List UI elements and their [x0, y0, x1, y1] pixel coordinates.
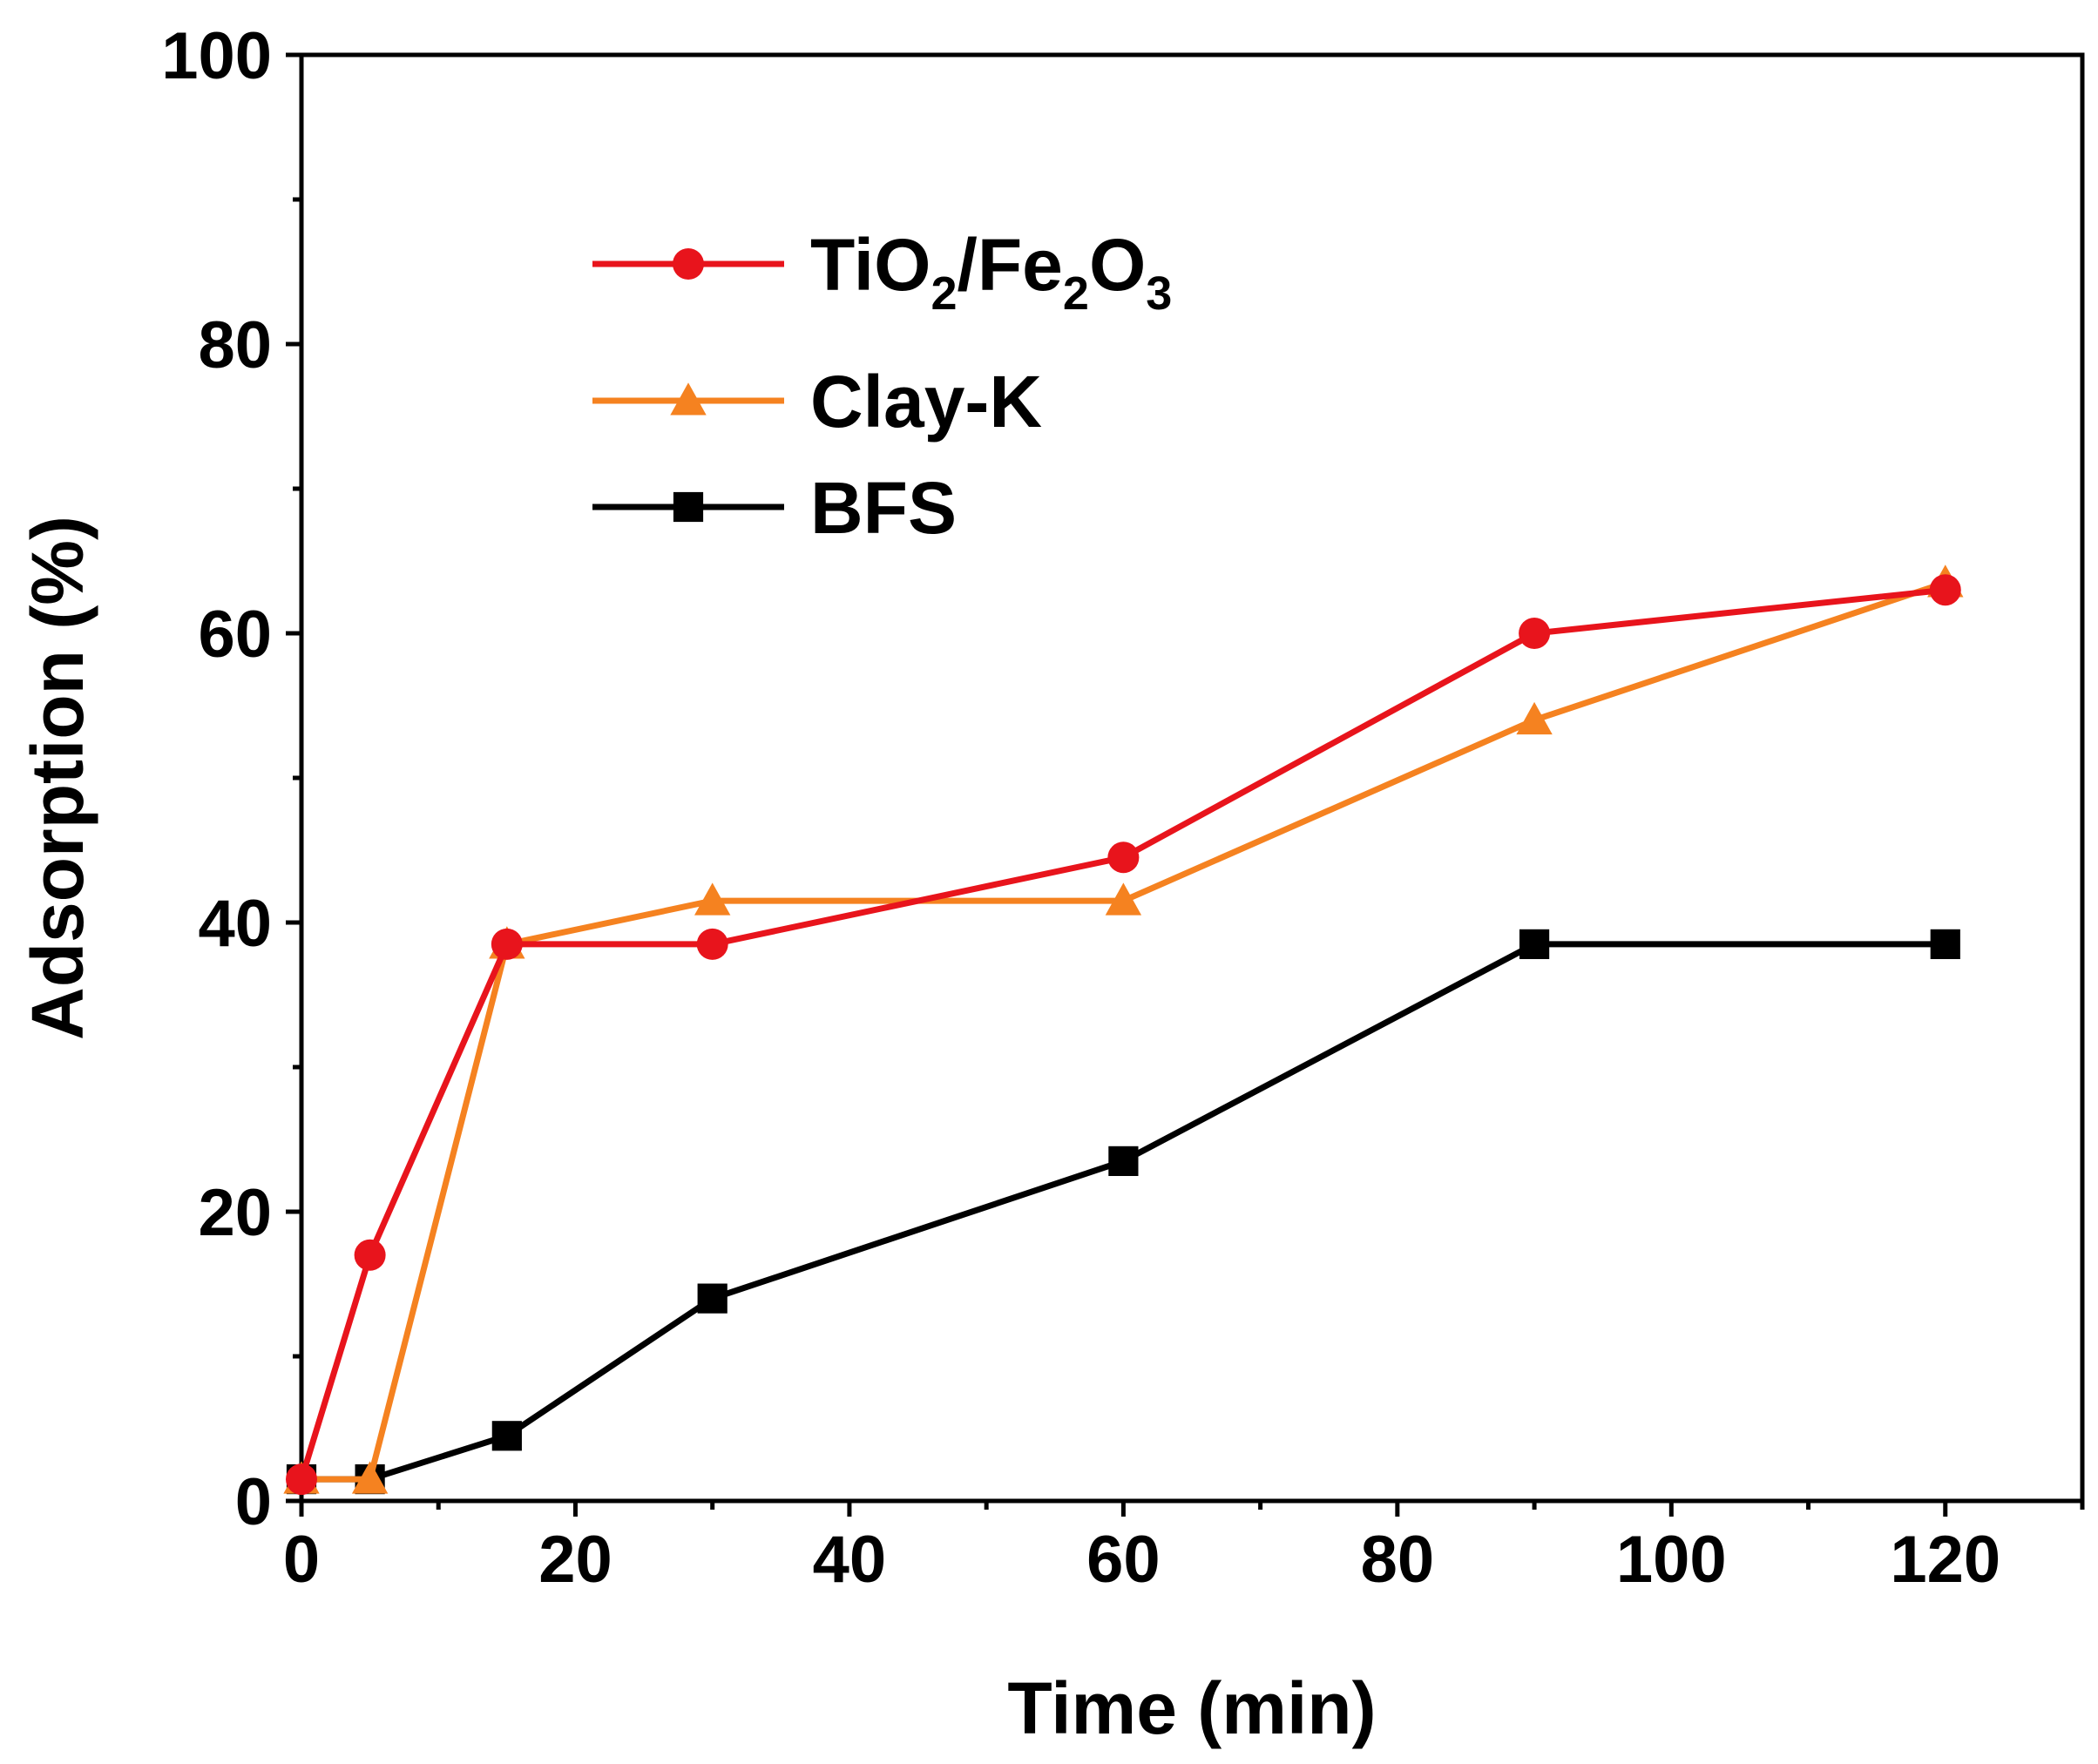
data-point-tio2-fe2o3	[354, 1239, 386, 1271]
x-tick-label: 60	[1086, 1523, 1161, 1597]
series-clay-k	[283, 564, 1964, 1494]
data-point-tio2-fe2o3	[1107, 841, 1140, 874]
x-tick-label: 120	[1890, 1523, 2000, 1597]
series-tio2-fe2o3	[286, 574, 1961, 1496]
legend-swatch-marker	[673, 491, 704, 523]
data-point-bfs	[1930, 929, 1960, 959]
legend-subscript: 2	[931, 267, 957, 320]
legend-text-part: TiO	[810, 224, 931, 306]
y-axis-title: Adsorption (%)	[17, 516, 98, 1040]
legend-swatch-marker	[670, 382, 707, 416]
axis-ticks: 0 20 40 60 80 100 120 0 20 40 60 80 100	[161, 19, 2085, 1597]
y-tick-label: 60	[198, 598, 272, 672]
y-tick-label: 100	[161, 19, 272, 93]
x-tick-label: 20	[538, 1523, 612, 1597]
data-point-clay-k	[694, 882, 731, 916]
x-tick-label: 40	[813, 1523, 887, 1597]
data-point-tio2-fe2o3	[696, 928, 728, 960]
data-point-bfs	[1519, 929, 1550, 959]
x-tick-label: 80	[1361, 1523, 1435, 1597]
legend-label: Clay-K	[810, 361, 1042, 443]
y-tick-label: 40	[198, 887, 272, 961]
data-point-clay-k	[1516, 701, 1553, 735]
data-point-bfs	[1108, 1146, 1139, 1176]
data-point-clay-k	[1105, 882, 1142, 916]
y-tick-label: 80	[198, 308, 272, 382]
y-tick-label: 0	[235, 1465, 272, 1539]
legend-label: TiO2/Fe2O3	[810, 224, 1172, 320]
legend-text-part: /Fe	[958, 224, 1063, 306]
data-point-tio2-fe2o3	[1929, 574, 1961, 606]
x-axis-title: Time (min)	[1007, 1667, 1376, 1749]
series-line-bfs	[301, 941, 1946, 1483]
legend-label: BFS	[810, 467, 957, 549]
legend-item-clay-k: Clay-K	[592, 361, 1042, 443]
series-line-tio2-fe2o3	[298, 586, 1946, 1481]
data-point-tio2-fe2o3	[1519, 618, 1551, 649]
x-tick-label: 0	[283, 1523, 320, 1597]
legend-text-part: Clay-K	[810, 361, 1042, 443]
data-point-bfs	[491, 1421, 522, 1451]
data-point-clay-k	[351, 1461, 389, 1494]
x-tick-label: 100	[1616, 1523, 1727, 1597]
data-series	[283, 564, 1964, 1496]
series-line-clay-k	[301, 579, 1946, 1483]
data-point-tio2-fe2o3	[286, 1463, 317, 1496]
legend-text-part: O	[1089, 224, 1146, 306]
legend-text-part: BFS	[810, 467, 957, 549]
series-bfs	[286, 929, 1960, 1495]
legend-item-bfs: BFS	[592, 467, 957, 549]
data-point-bfs	[697, 1283, 728, 1314]
legend-subscript: 3	[1146, 267, 1172, 320]
plot-frame	[299, 52, 2085, 1504]
legend-subscript: 2	[1063, 267, 1089, 320]
y-tick-label: 20	[198, 1176, 272, 1250]
legend-swatch-marker	[673, 248, 704, 280]
legend-item-tio2-fe2o3: TiO2/Fe2O3	[592, 224, 1172, 320]
data-point-tio2-fe2o3	[491, 928, 523, 960]
